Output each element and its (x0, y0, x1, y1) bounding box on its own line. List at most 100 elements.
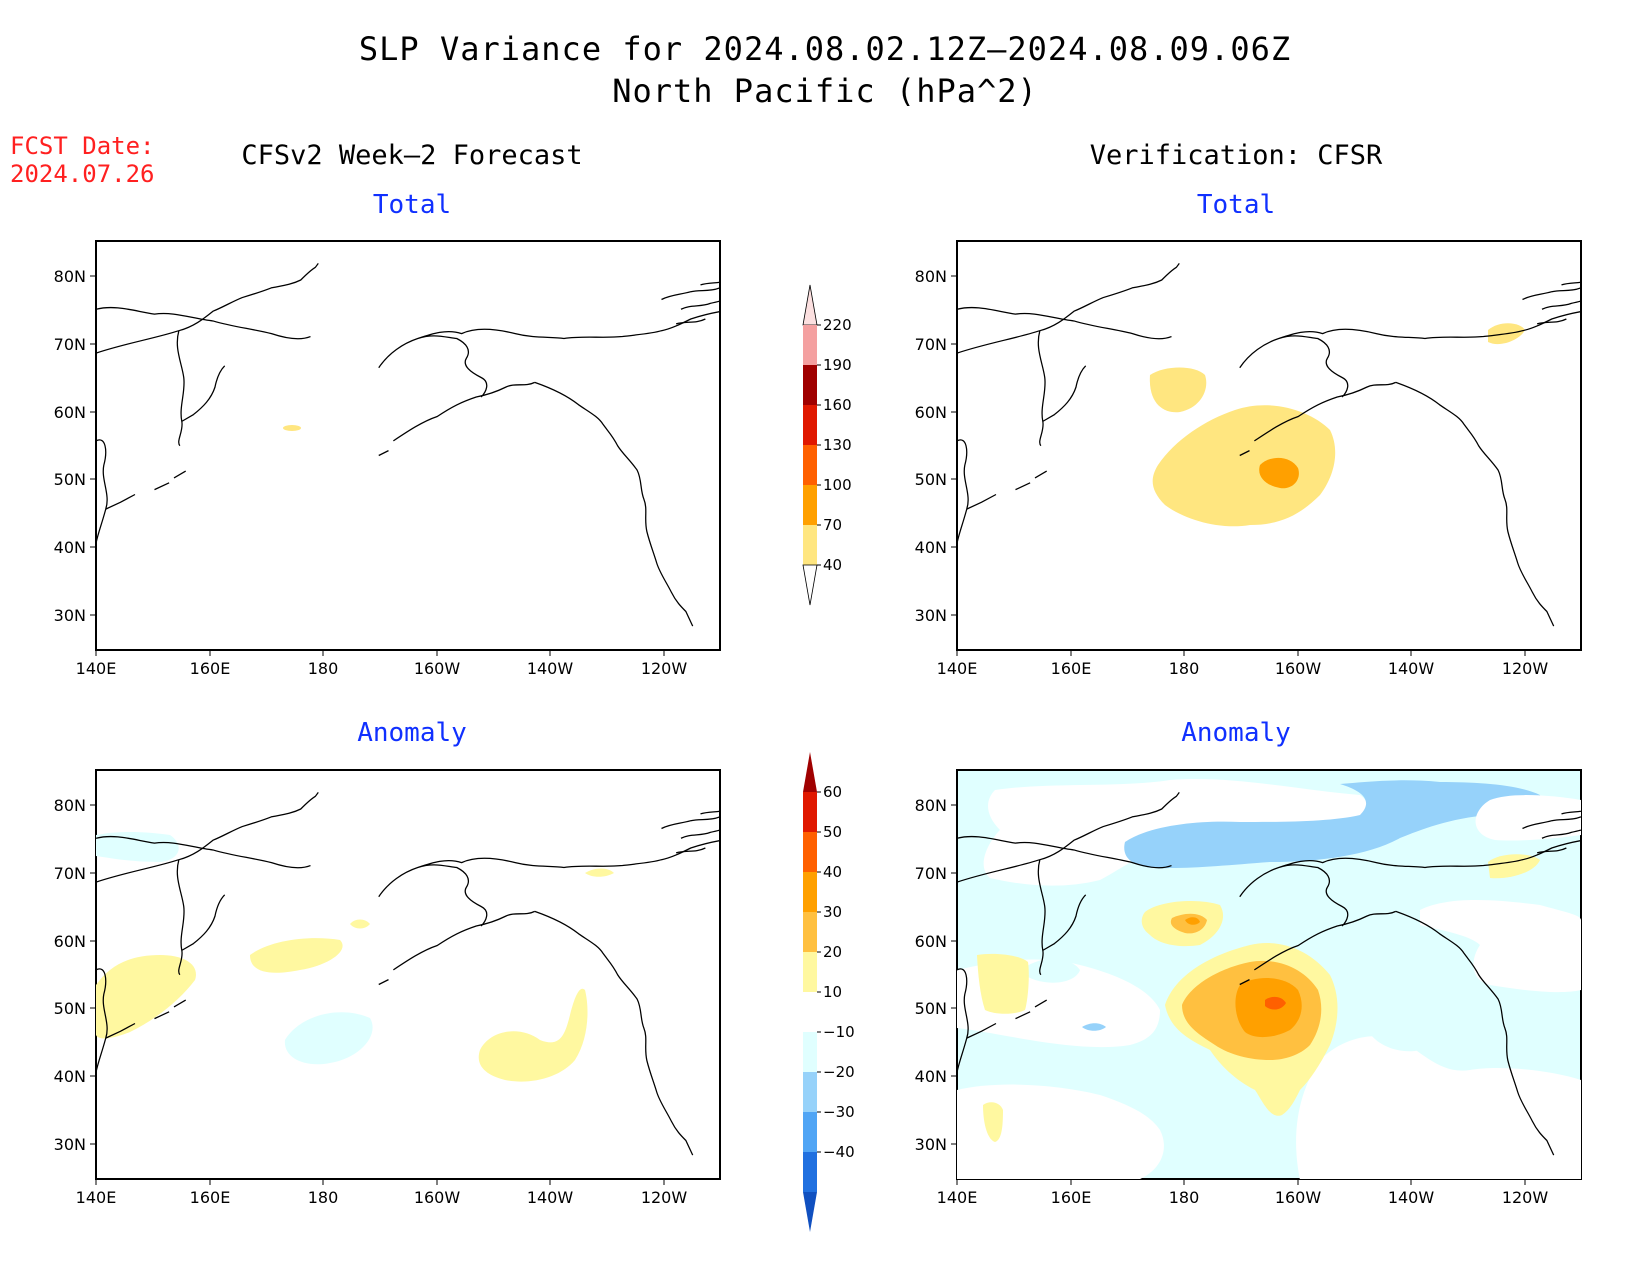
anomaly-contour (977, 953, 1029, 1014)
colorbar-swatch (803, 405, 817, 445)
colorbar-cap (803, 752, 817, 792)
lat-label: 50N (54, 999, 86, 1018)
variance-contour (1149, 367, 1207, 413)
colorbar-swatch (803, 1072, 817, 1112)
colorbar-swatch (803, 792, 817, 832)
lon-label: 180 (1169, 659, 1200, 678)
colorbar-swatch (803, 1112, 817, 1152)
anomaly-contour (478, 988, 588, 1082)
lon-label: 140W (527, 659, 574, 678)
colorbar-label: 70 (823, 516, 842, 534)
colorbar-swatch (803, 445, 817, 485)
colorbar-swatch (803, 1152, 817, 1192)
lat-label: 60N (54, 403, 86, 422)
lat-label: 30N (54, 1135, 86, 1154)
lon-label: 140E (76, 659, 117, 678)
colorbar-swatch (803, 832, 817, 872)
forecast-column-title: CFSv2 Week–2 Forecast (241, 140, 583, 171)
verification-total-panel (956, 240, 1582, 651)
colorbar-swatch (803, 365, 817, 405)
lat-label: 70N (915, 864, 947, 883)
anomaly-contour (983, 1102, 1003, 1142)
lon-label: 140E (76, 1188, 117, 1207)
anomaly-contour (1020, 958, 1080, 983)
colorbar-label: 20 (823, 943, 842, 961)
lon-label: 140E (937, 659, 978, 678)
lon-label: 160E (1051, 1188, 1092, 1207)
variance-contour (1152, 405, 1336, 527)
lon-label: 120W (1502, 659, 1549, 678)
colorbar-label: 130 (823, 436, 852, 454)
forecast-anomaly-title: Anomaly (357, 718, 467, 748)
colorbar-swatch (803, 1032, 817, 1072)
lat-label: 70N (54, 864, 86, 883)
total-colorbar: 40 70 100 130 160 190 220 (802, 284, 852, 606)
anomaly-contour (585, 868, 614, 877)
colorbar-label: 190 (823, 356, 852, 374)
colorbar-label: 160 (823, 396, 852, 414)
lat-label: 80N (915, 796, 947, 815)
lat-label: 50N (54, 470, 86, 489)
lon-label: 160W (414, 659, 461, 678)
anomaly-contour (1082, 1023, 1106, 1031)
lat-label: 80N (54, 267, 86, 286)
colorbar-label: 60 (823, 783, 842, 801)
anomaly-colorbar: 60 50 40 30 20 10 −10 −20 −30 −40 (803, 752, 855, 1232)
verification-anomaly-title: Anomaly (1181, 718, 1291, 748)
lat-label: 80N (915, 267, 947, 286)
lat-label: 30N (915, 1135, 947, 1154)
colorbar-swatch (803, 992, 817, 1032)
colorbar-label: −10 (823, 1023, 855, 1041)
lat-label: 40N (915, 1067, 947, 1086)
anomaly-contour (1185, 917, 1200, 925)
lat-label: 60N (54, 932, 86, 951)
colorbar-swatch (803, 485, 817, 525)
colorbar-label: 220 (823, 316, 852, 334)
anomaly-contour (1362, 990, 1436, 1052)
figure-title-line2: North Pacific (hPa^2) (612, 72, 1038, 110)
lon-label: 180 (308, 1188, 339, 1207)
lon-label: 180 (308, 659, 339, 678)
map-frame (95, 769, 721, 1180)
lat-label: 50N (915, 999, 947, 1018)
anomaly-contour (1124, 780, 1541, 869)
variance-contour (283, 425, 301, 431)
colorbar-cap (802, 564, 818, 606)
lon-label: 160W (1275, 1188, 1322, 1207)
lat-label: 70N (54, 335, 86, 354)
colorbar-label: −30 (823, 1103, 855, 1121)
lon-label: 160W (414, 1188, 461, 1207)
anomaly-contour (1420, 900, 1581, 993)
lon-label: 140W (527, 1188, 574, 1207)
lat-label: 60N (915, 403, 947, 422)
lat-label: 50N (915, 470, 947, 489)
colorbar-swatch (803, 952, 817, 992)
lon-label: 120W (641, 1188, 688, 1207)
lon-label: 160E (1051, 659, 1092, 678)
colorbar-swatch (803, 872, 817, 912)
lat-label: 40N (54, 538, 86, 557)
axes-layer: 80N 70N 60N 50N 40N 30N 140E 160E 180 160W 140W 120… (54, 267, 1549, 1207)
forecast-total-panel (95, 240, 721, 651)
lon-label: 160W (1275, 659, 1322, 678)
anomaly-contour (96, 831, 179, 862)
lon-label: 180 (1169, 1188, 1200, 1207)
colorbar-label: −20 (823, 1063, 855, 1081)
colorbar-label: 40 (823, 556, 842, 574)
map-frame (95, 240, 721, 651)
lon-label: 140E (937, 1188, 978, 1207)
anomaly-contour (350, 919, 370, 929)
colorbar-swatch (803, 525, 817, 565)
lon-label: 140W (1388, 1188, 1435, 1207)
lon-label: 160E (190, 1188, 231, 1207)
colorbar-swatch (803, 912, 817, 952)
fcst-date-value: 2024.07.26 (10, 160, 155, 188)
anomaly-contour (1475, 795, 1581, 841)
anomaly-contour (96, 955, 196, 1039)
anomaly-contour (1488, 854, 1540, 879)
colorbar-label: −40 (823, 1143, 855, 1161)
anomaly-contour (957, 1084, 1164, 1179)
forecast-anomaly-panel (95, 769, 721, 1180)
lat-label: 30N (915, 606, 947, 625)
